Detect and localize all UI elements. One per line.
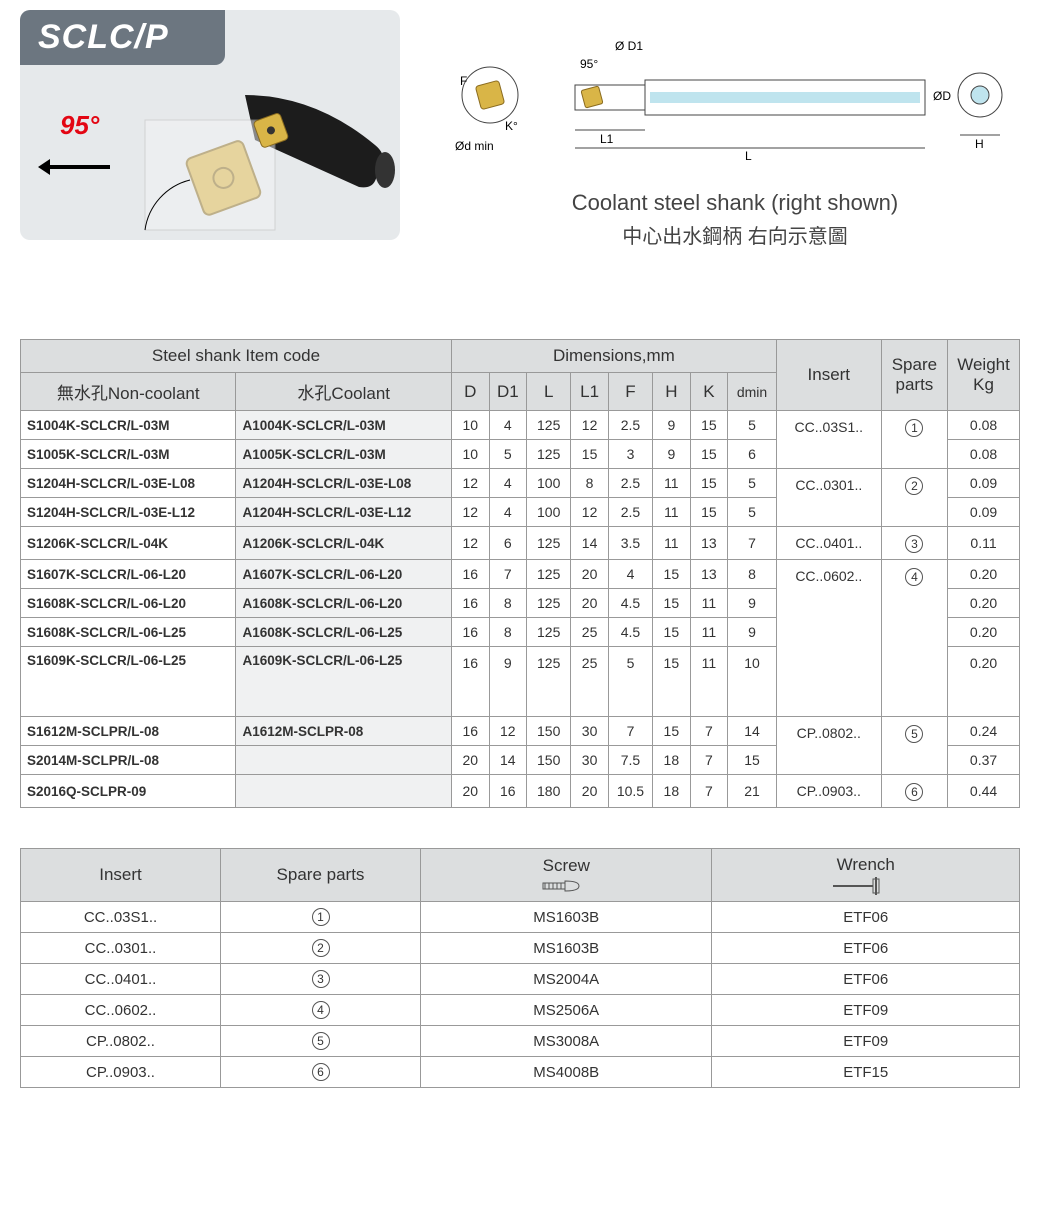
th-spare: Spare parts <box>881 340 947 411</box>
th-dims: Dimensions,mm <box>451 340 776 373</box>
table-row: CP..0903..6MS4008BETF15 <box>21 1057 1020 1088</box>
svg-text:L: L <box>745 149 752 160</box>
table-row: S1004K-SCLCR/L-03MA1004K-SCLCR/L-03M1041… <box>21 411 1020 440</box>
spec-table-head: Steel shank Item code Dimensions,mm Inse… <box>21 340 1020 411</box>
dimension-diagram: Ød min K° F Ø D1 95° L1 L ØD H <box>455 30 1015 160</box>
spec-table: Steel shank Item code Dimensions,mm Inse… <box>20 339 1020 808</box>
table-row: CC..0602..4MS2506AETF09 <box>21 995 1020 1026</box>
table-row: CC..0401..3MS2004AETF06 <box>21 964 1020 995</box>
th-noncool: 無水孔Non-coolant <box>21 373 236 411</box>
table-row: CP..0802..5MS3008AETF09 <box>21 1026 1020 1057</box>
th-itemcode: Steel shank Item code <box>21 340 452 373</box>
table-row: S1612M-SCLPR/L-08A1612M-SCLPR-0816121503… <box>21 717 1020 746</box>
th-insert: Insert <box>776 340 881 411</box>
screw-icon <box>541 878 591 894</box>
spec-table-body: S1004K-SCLCR/L-03MA1004K-SCLCR/L-03M1041… <box>21 411 1020 808</box>
product-code: SCLC/P <box>20 10 225 65</box>
svg-text:F: F <box>460 74 467 88</box>
svg-text:K°: K° <box>505 119 518 133</box>
parts-table: Insert Spare parts Screw Wrench <box>20 848 1020 1088</box>
caption-cn: 中心出水鋼柄 右向示意圖 <box>430 220 1040 249</box>
wrench-icon <box>831 877 901 895</box>
pth-wrench: Wrench <box>712 849 1020 902</box>
arrow-icon <box>50 165 110 169</box>
pth-screw: Screw <box>421 849 712 902</box>
tool-3d-icon <box>135 80 395 240</box>
table-row: CC..0301..2MS1603BETF06 <box>21 933 1020 964</box>
svg-text:ØD: ØD <box>933 89 951 103</box>
parts-table-body: CC..03S1..1MS1603BETF06CC..0301..2MS1603… <box>21 902 1020 1088</box>
svg-text:H: H <box>975 137 984 151</box>
svg-text:Ød min: Ød min <box>455 139 494 153</box>
caption-en: Coolant steel shank (right shown) <box>430 190 1040 216</box>
table-row: S1206K-SCLCR/L-04KA1206K-SCLCR/L-04K1261… <box>21 527 1020 560</box>
th-weight: Weight Kg <box>948 340 1020 411</box>
table-row: CC..03S1..1MS1603BETF06 <box>21 902 1020 933</box>
pth-insert: Insert <box>21 849 221 902</box>
svg-text:L1: L1 <box>600 132 614 146</box>
diagram-panel: Ød min K° F Ø D1 95° L1 L ØD H Coolant s… <box>430 10 1040 249</box>
table-row: S2016Q-SCLPR-0920161802010.518721CP..090… <box>21 775 1020 808</box>
product-title-box: SCLC/P 95° <box>20 10 400 240</box>
table-row: S1204H-SCLCR/L-03E-L08A1204H-SCLCR/L-03E… <box>21 469 1020 498</box>
svg-text:Ø D1: Ø D1 <box>615 39 643 53</box>
table-row: S1607K-SCLCR/L-06-L20A1607K-SCLCR/L-06-L… <box>21 560 1020 589</box>
th-cool: 水孔Coolant <box>236 373 451 411</box>
svg-text:95°: 95° <box>580 57 598 71</box>
pth-spare: Spare parts <box>221 849 421 902</box>
angle-label: 95° <box>60 110 99 141</box>
